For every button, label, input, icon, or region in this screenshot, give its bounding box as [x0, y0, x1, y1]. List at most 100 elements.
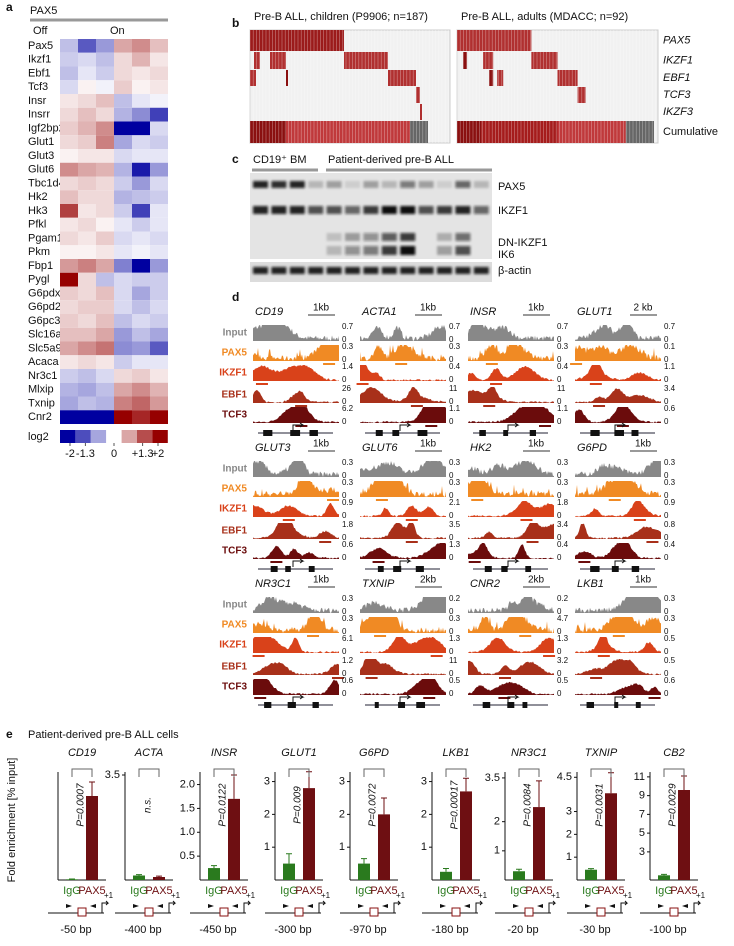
heatmap-cell: [78, 355, 96, 369]
gene-row-label: PAX5: [663, 34, 691, 46]
heatmap-cell: [132, 80, 150, 94]
track-min: 0: [449, 491, 454, 500]
band-label: DN-IKZF1: [498, 237, 548, 249]
tss-label: +1: [104, 891, 114, 900]
heatmap-cell: [78, 107, 96, 122]
coverage-track: [575, 659, 661, 675]
heatmap-cell: [114, 135, 132, 149]
track-min: 0: [342, 375, 347, 384]
track-max: 2.1: [449, 498, 461, 507]
track-min: 0: [342, 417, 347, 426]
alteration: [286, 121, 410, 143]
track-max: 1.8: [342, 520, 354, 529]
coverage-track: [253, 345, 339, 361]
gene-label: Glut6: [28, 164, 54, 176]
gene-row-label: IKZF3: [663, 106, 694, 118]
scale-label: 1kb: [313, 575, 330, 586]
coverage-track: [253, 617, 339, 633]
y-tick-label: 1: [421, 841, 427, 853]
bar: [513, 871, 525, 880]
significance-bracket: [445, 768, 467, 777]
coverage-track: [360, 387, 446, 403]
significance-bracket: [213, 768, 235, 777]
track-max: 0.4: [557, 540, 569, 549]
blot-band: [363, 206, 379, 214]
colorbar-block: [106, 430, 122, 443]
x-tick-label: PAX5: [370, 885, 397, 897]
tss-arrow: [243, 900, 252, 913]
track-min: 0: [557, 647, 562, 656]
binding-site: [294, 907, 304, 917]
group-label: On: [110, 25, 125, 37]
track-max: 3.2: [557, 656, 569, 665]
blot-band: [455, 181, 471, 188]
track-min: 0: [449, 397, 454, 406]
blot-band: [326, 206, 342, 214]
locus-name: NR3C1: [255, 578, 291, 590]
scale-label: 1kb: [528, 303, 545, 314]
coverage-track: [360, 407, 446, 423]
track-min: 0: [557, 491, 562, 500]
track-max: 3.4: [664, 384, 676, 393]
heatmap-cell: [114, 410, 132, 424]
gene-label: Txnip: [28, 397, 55, 409]
heatmap-cell: [114, 245, 132, 259]
locus-name: CD19: [255, 306, 283, 318]
alteration: [250, 121, 286, 143]
heatmap-cell: [60, 231, 78, 246]
track-label: TCF3: [222, 682, 247, 693]
coverage-track: [575, 481, 661, 497]
x-tick-label: IgG: [205, 885, 223, 897]
blot-band: [253, 267, 268, 274]
track-max: 0.3: [342, 478, 354, 487]
blot-band: [289, 267, 305, 274]
error-bar: [361, 858, 367, 864]
coverage-track: [575, 523, 661, 539]
peak-call: [319, 541, 332, 543]
track-max: 0.3: [449, 614, 461, 623]
scale-label: 1kb: [635, 575, 652, 586]
heatmap-cell: [114, 176, 132, 191]
tss-arrow: [507, 422, 520, 431]
x-tick-label: PAX5: [220, 885, 247, 897]
track-min: 0: [664, 689, 669, 698]
track-min: 0: [557, 511, 562, 520]
blot-band: [363, 181, 379, 188]
track-max: 0.5: [664, 656, 676, 665]
gene-label: Hk3: [28, 205, 48, 217]
gene-label: Insrr: [28, 109, 50, 121]
heatmap-cell: [114, 217, 132, 232]
heatmap-cell: [60, 190, 78, 204]
panel-letter: c: [232, 152, 239, 166]
bar: [86, 796, 98, 880]
heatmap-gene: PAX5: [30, 5, 57, 17]
coverage-track: [360, 325, 446, 341]
heatmap-cell: [150, 231, 168, 246]
significance-bracket: [138, 768, 160, 777]
binding-site: [524, 907, 534, 917]
heatmap-cell: [78, 272, 96, 287]
locus-name: INSR: [470, 306, 496, 318]
heatmap-cell: [114, 396, 132, 411]
heatmap-cell: [96, 327, 114, 342]
peak-call: [307, 635, 320, 637]
track-max: 0.3: [664, 458, 676, 467]
y-tick-label: 2: [494, 816, 500, 828]
y-tick-label: 3: [566, 805, 572, 817]
locus-name: TXNIP: [362, 578, 395, 590]
blot-group: Patient-derived pre-B ALL: [328, 154, 454, 166]
bar: [585, 869, 597, 880]
coverage-track: [575, 325, 661, 341]
heatmap-cell: [96, 80, 114, 94]
coverage-track: [253, 461, 339, 477]
error-bar: [136, 874, 142, 876]
coverage-track: [575, 637, 661, 653]
gene-label: Fbp1: [28, 260, 53, 272]
error-bar: [516, 868, 522, 872]
alteration: [463, 52, 468, 69]
peak-call: [254, 697, 267, 699]
locus-name: G6PD: [577, 442, 607, 454]
heatmap-cell: [132, 121, 150, 136]
tss-arrow: [292, 558, 305, 567]
